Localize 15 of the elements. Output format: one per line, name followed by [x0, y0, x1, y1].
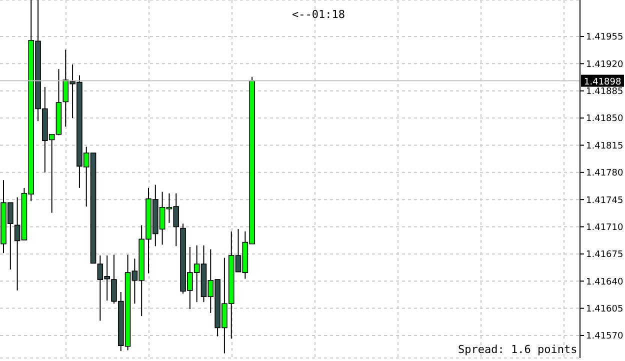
y-tick-label: 1.41745 — [586, 196, 624, 206]
y-tick-label: 1.41920 — [586, 60, 624, 70]
y-tick-label: 1.41955 — [586, 32, 624, 43]
y-tick-label: 1.41850 — [586, 114, 624, 124]
y-tick-label: 1.41640 — [586, 277, 624, 288]
ref-line-label: 1.41898 — [584, 77, 622, 88]
y-tick-label: 1.41710 — [586, 222, 624, 233]
y-tick-label: 1.41570 — [586, 332, 624, 342]
y-tick-label: 1.41605 — [586, 304, 624, 314]
annotation: Spread: 1.6 points — [458, 343, 578, 356]
y-tick-label: 1.41885 — [586, 87, 624, 98]
y-tick-label: 1.41675 — [586, 250, 624, 260]
annotation: <--01:18 — [292, 8, 345, 21]
y-tick-label: 1.41815 — [586, 141, 624, 152]
y-tick-label: 1.41780 — [586, 168, 624, 179]
